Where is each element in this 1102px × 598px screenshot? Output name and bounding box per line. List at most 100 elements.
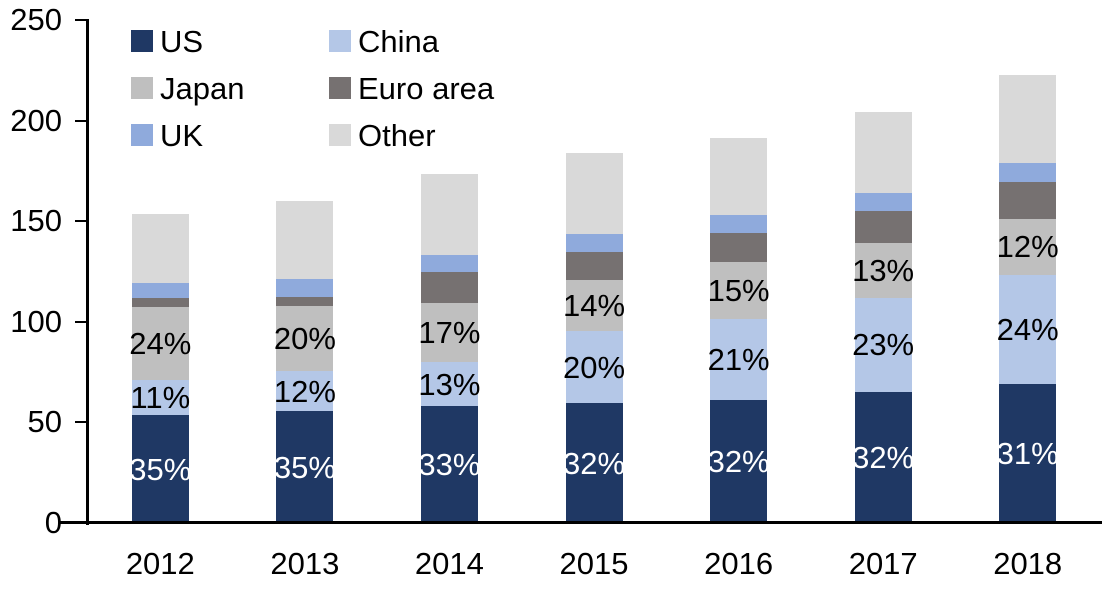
y-axis-label-250: 250 [10,2,62,37]
segment-euro-area-2012 [131,297,189,307]
segment-other-2013 [276,201,334,279]
x-axis-label-2014: 2014 [414,546,484,581]
segment-label-japan-2014: 17% [418,314,481,350]
segment-label-us-2017: 32% [852,440,915,476]
legend-swatch-uk [131,124,153,146]
segment-uk-2013 [276,278,334,297]
segment-us-2017: 32% [852,392,915,523]
segment-label-japan-2015: 14% [562,287,626,323]
segment-us-2015: 32% [562,403,626,523]
bar-2018: 31% 24% 12% [996,75,1059,523]
x-axis-label-2015: 2015 [559,546,629,581]
segment-japan-2018: 12% [996,219,1059,275]
y-axis-label-50: 50 [27,404,62,440]
legend-label-japan: Japan [160,70,245,106]
y-axis-tick-150 [75,220,86,223]
legend-item-other: Other [329,120,494,151]
segment-japan-2013: 20% [274,305,336,372]
segment-label-china-2013: 12% [273,373,336,409]
segment-china-2012: 11% [130,380,191,416]
y-axis-tick-50 [75,421,86,424]
segment-china-2018: 24% [996,274,1059,385]
segment-uk-2018 [999,162,1057,183]
legend-item-us: US [131,26,329,57]
segment-label-japan-2017: 13% [852,252,915,288]
x-axis-label-2013: 2013 [270,546,340,581]
segment-uk-2016 [710,215,768,234]
segment-other-2015 [565,152,623,235]
legend: US China Japan Euro area UK Other [131,26,495,151]
segment-uk-2014 [420,255,478,273]
legend-swatch-euro-area [329,77,351,99]
legend-label-us: US [160,23,204,59]
segment-label-china-2017: 23% [852,327,915,363]
legend-swatch-us [131,30,153,52]
y-axis-tick-200 [75,119,86,122]
y-axis-label-0: 0 [44,505,62,540]
segment-uk-2015 [565,234,623,253]
segment-china-2014: 13% [418,362,481,407]
y-axis-label-200: 200 [10,102,62,138]
legend-swatch-japan [131,77,153,99]
legend-label-other: Other [358,117,436,153]
segment-other-2012 [131,214,189,283]
segment-label-japan-2012: 24% [129,326,192,362]
bar-2014: 33% 13% 17% [418,173,481,523]
bar-2013: 35% 12% 20% [273,201,336,523]
segment-china-2015: 20% [562,330,626,404]
segment-other-2017 [854,111,912,194]
segment-euro-area-2014 [420,272,478,303]
segment-euro-area-2015 [565,252,623,280]
segment-euro-area-2017 [854,211,912,244]
segment-china-2017: 23% [852,297,915,393]
segment-euro-area-2013 [276,296,334,306]
x-axis-label-2018: 2018 [993,546,1063,581]
segment-label-us-2016: 32% [707,444,770,480]
segment-label-japan-2018: 12% [996,229,1059,265]
y-axis-tick-100 [75,320,86,323]
segment-other-2018 [999,75,1057,163]
x-axis-label-2017: 2017 [848,546,918,581]
x-axis-label-2016: 2016 [704,546,774,581]
bar-2015: 32% 20% 14% [562,152,626,523]
segment-label-us-2015: 32% [562,445,626,481]
segment-label-japan-2016: 15% [707,272,770,308]
bar-2017: 32% 23% 13% [852,111,915,523]
segment-euro-area-2016 [710,233,768,262]
segment-japan-2012: 24% [129,306,192,381]
y-axis-tick-250 [75,19,86,21]
legend-label-china: China [358,23,439,59]
segment-japan-2017: 13% [852,243,915,298]
legend-swatch-other [329,124,351,146]
segment-label-china-2018: 24% [996,311,1059,347]
segment-us-2013: 35% [273,411,336,523]
segment-label-us-2014: 33% [418,447,481,483]
segment-label-us-2018: 31% [996,436,1059,472]
legend-label-euro-area: Euro area [358,70,495,106]
segment-uk-2012 [131,282,189,298]
segment-uk-2017 [854,193,912,212]
segment-japan-2015: 14% [562,279,626,331]
segment-us-2016: 32% [707,400,770,523]
segment-label-us-2013: 35% [273,449,336,485]
segment-other-2014 [420,173,478,256]
segment-japan-2014: 17% [418,302,481,363]
segment-label-china-2015: 20% [562,349,626,385]
segment-other-2016 [710,137,768,216]
y-axis-label-100: 100 [10,303,62,339]
segment-label-china-2016: 21% [707,342,770,378]
segment-china-2013: 12% [273,371,336,412]
legend-item-uk: UK [131,120,329,151]
segment-us-2012: 35% [129,415,191,523]
y-axis-line [86,19,89,525]
legend-item-china: China [329,26,494,57]
segment-label-china-2012: 11% [130,380,191,416]
segment-label-china-2014: 13% [418,366,481,402]
legend-item-japan: Japan [131,73,329,104]
x-axis-label-2012: 2012 [125,546,195,581]
legend-swatch-china [329,30,351,52]
x-axis-line [60,521,1102,524]
legend-label-uk: UK [160,117,204,153]
segment-us-2014: 33% [418,406,481,523]
